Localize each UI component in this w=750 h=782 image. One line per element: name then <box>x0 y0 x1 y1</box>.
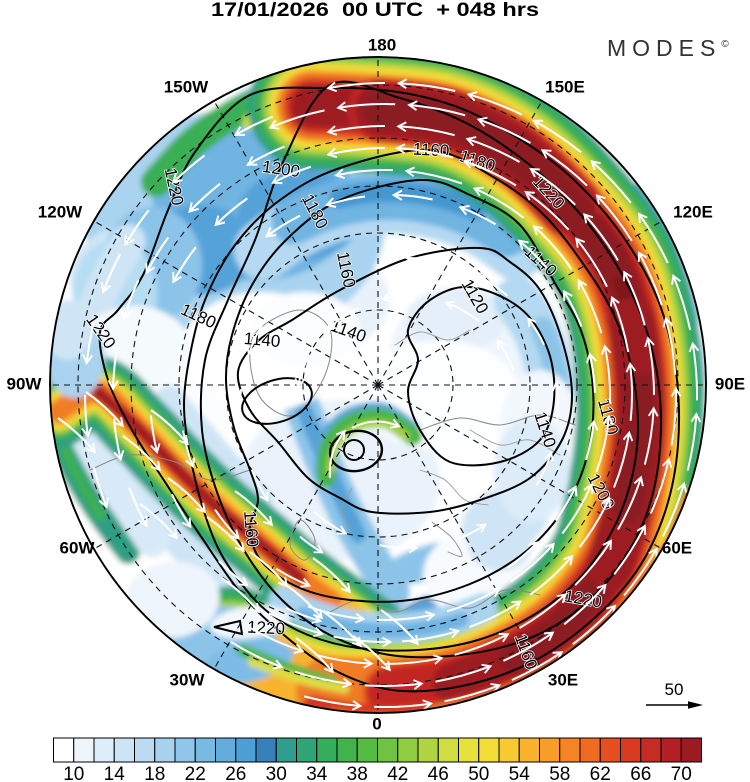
svg-text:30E: 30E <box>548 670 578 689</box>
svg-text:38: 38 <box>347 764 368 782</box>
svg-text:50: 50 <box>665 680 684 699</box>
svg-text:18: 18 <box>144 764 165 782</box>
svg-text:180: 180 <box>368 35 396 54</box>
svg-text:50: 50 <box>468 764 489 782</box>
svg-text:66: 66 <box>630 764 651 782</box>
svg-text:62: 62 <box>590 764 611 782</box>
svg-text:1160: 1160 <box>240 510 262 548</box>
svg-text:42: 42 <box>387 764 408 782</box>
svg-text:60W: 60W <box>60 538 96 557</box>
svg-text:1220: 1220 <box>247 618 286 639</box>
svg-text:150E: 150E <box>545 77 585 96</box>
svg-text:14: 14 <box>104 764 126 782</box>
svg-text:60E: 60E <box>662 538 692 557</box>
svg-text:120W: 120W <box>38 202 83 221</box>
svg-text:10: 10 <box>63 764 84 782</box>
svg-text:30W: 30W <box>170 670 206 689</box>
svg-text:22: 22 <box>185 764 206 782</box>
svg-text:90W: 90W <box>7 374 43 393</box>
svg-text:1140: 1140 <box>243 329 281 351</box>
svg-text:150W: 150W <box>164 77 209 96</box>
svg-text:70: 70 <box>671 764 692 782</box>
svg-text:34: 34 <box>306 764 328 782</box>
svg-text:30: 30 <box>266 764 287 782</box>
svg-text:54: 54 <box>509 764 531 782</box>
svg-text:0: 0 <box>372 714 381 733</box>
svg-text:58: 58 <box>549 764 570 782</box>
svg-text:90E: 90E <box>715 374 745 393</box>
svg-text:26: 26 <box>225 764 246 782</box>
svg-text:46: 46 <box>428 764 449 782</box>
svg-text:120E: 120E <box>673 202 713 221</box>
